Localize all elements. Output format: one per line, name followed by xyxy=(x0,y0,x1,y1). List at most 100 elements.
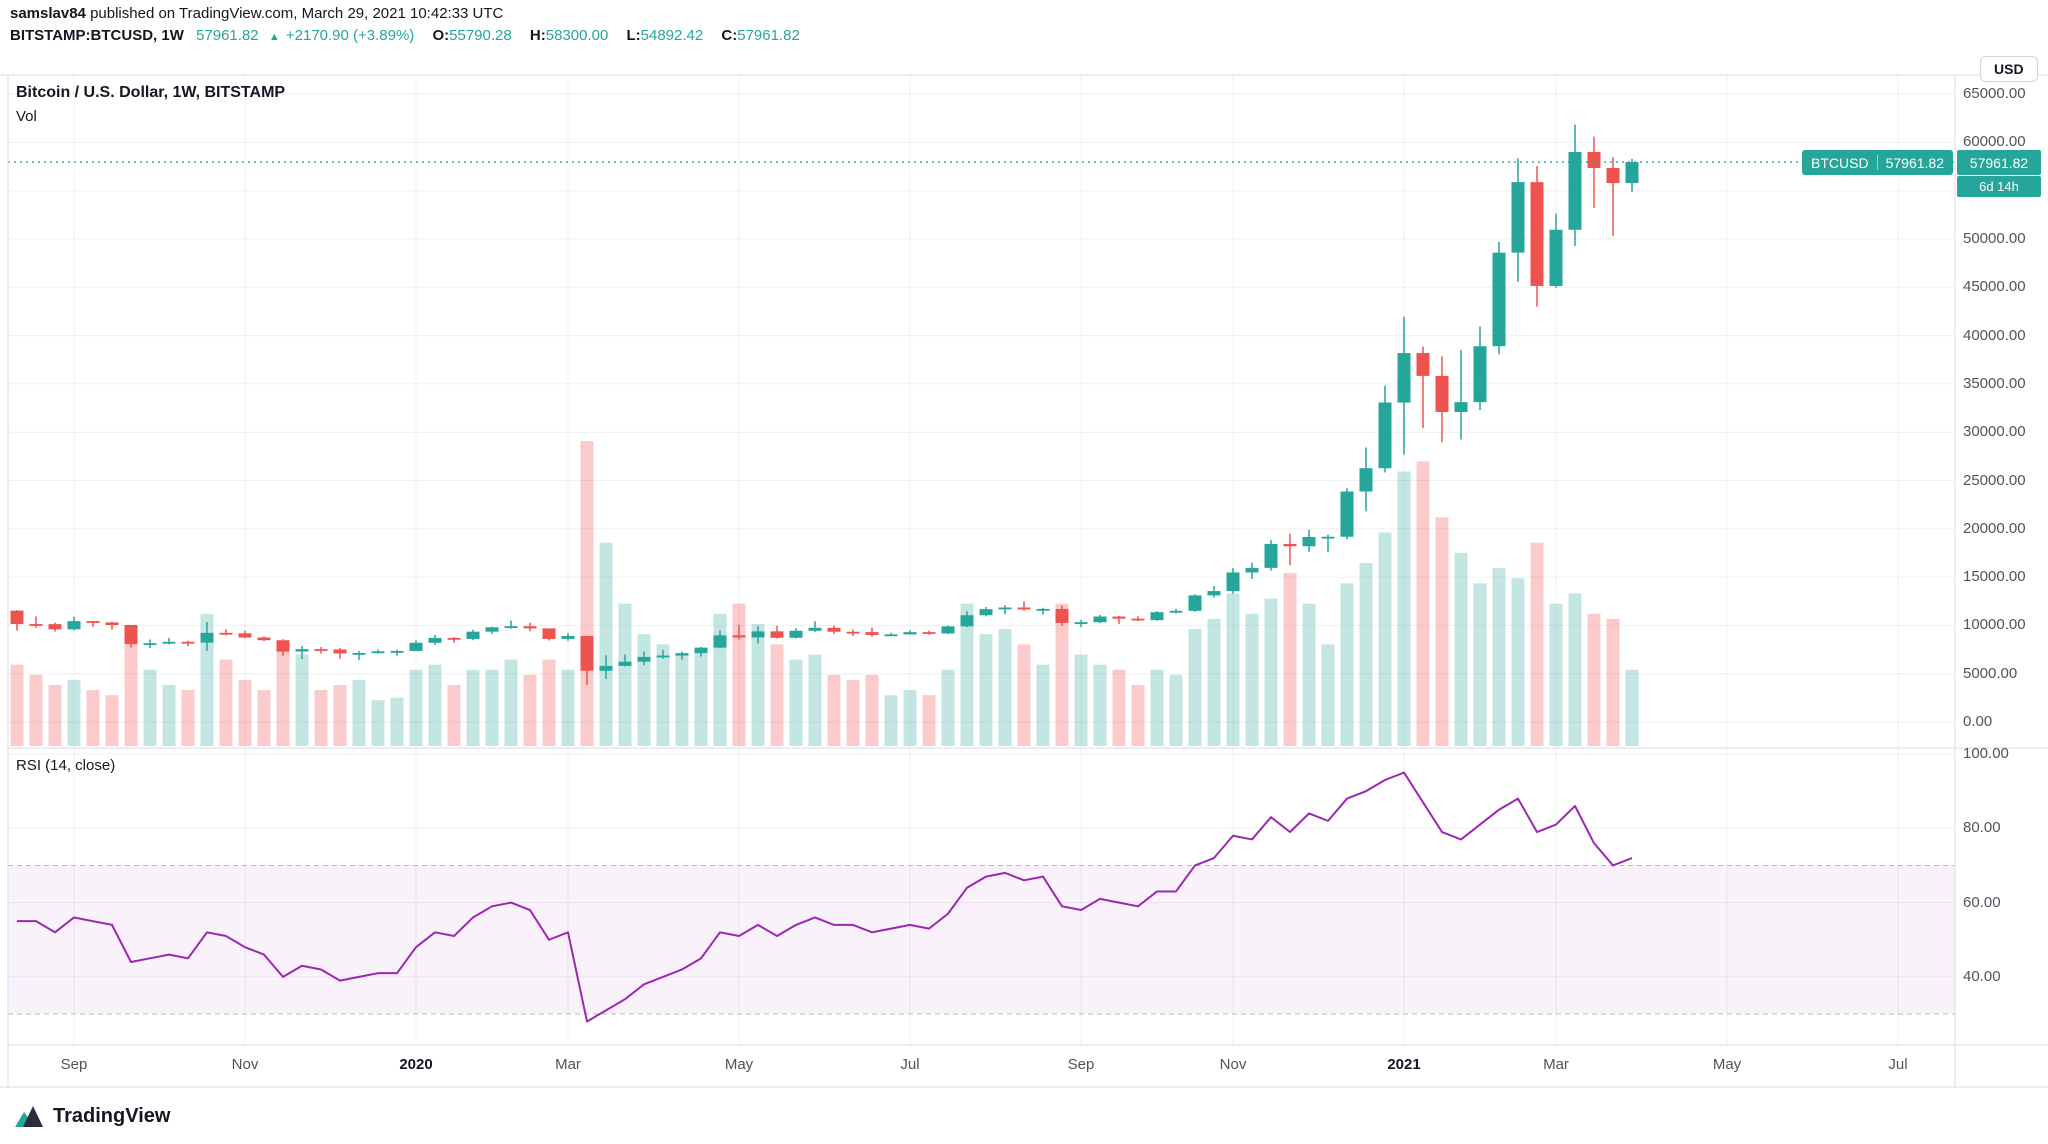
volume-bar xyxy=(1207,618,1221,746)
price-axis-label: 40000.00 xyxy=(1963,326,2026,344)
volume-bar xyxy=(1264,598,1278,746)
candle-body xyxy=(694,647,708,654)
open-label: O: xyxy=(432,27,450,44)
candle-body xyxy=(29,624,43,626)
up-arrow-icon: ▲ xyxy=(268,31,280,43)
volume-bar xyxy=(884,695,898,746)
candle-body xyxy=(1036,608,1050,611)
chart-title: Bitcoin / U.S. Dollar, 1W, BITSTAMP xyxy=(16,84,286,101)
candle-body xyxy=(1454,402,1468,413)
time-axis-label: 2020 xyxy=(399,1056,433,1073)
price-axis-label: 15000.00 xyxy=(1963,568,2026,586)
candle-body xyxy=(200,632,214,643)
candle-body xyxy=(143,643,157,646)
candle-body xyxy=(903,632,917,635)
candle-body xyxy=(314,649,328,651)
volume-bar xyxy=(846,679,860,746)
candle-body xyxy=(409,642,423,651)
symbol-ohlc-line: BITSTAMP:BTCUSD, 1W 57961.82 ▲ +2170.90 … xyxy=(10,26,806,47)
time-axis-label: Mar xyxy=(1543,1056,1569,1073)
time-axis-label: Nov xyxy=(231,1056,259,1073)
volume-bar xyxy=(542,659,556,746)
candle-body xyxy=(884,634,898,637)
candle-body xyxy=(732,635,746,638)
time-axis[interactable]: Sep Nov 2020 Mar May Jul Sep Nov 2021 Mar May Jul xyxy=(0,1045,2048,1087)
candle-body xyxy=(580,635,594,671)
candle-body xyxy=(1416,353,1430,376)
volume-bar xyxy=(276,644,290,746)
volume-bar xyxy=(637,634,651,746)
candle-body xyxy=(1606,167,1620,184)
candle-body xyxy=(447,637,461,640)
footer: TradingView xyxy=(0,1088,2048,1144)
volume-bar xyxy=(599,542,613,746)
price-axis-label: 65000.00 xyxy=(1963,85,2026,103)
candle-body xyxy=(1207,591,1221,596)
volume-bar xyxy=(29,674,43,746)
published-line: samslav84 published on TradingView.com, … xyxy=(10,4,806,24)
volume-bar xyxy=(656,644,670,746)
tradingview-logo[interactable] xyxy=(14,1103,44,1129)
candle-body xyxy=(1226,572,1240,592)
flag-divider xyxy=(1876,155,1878,170)
volume-bar xyxy=(1017,644,1031,746)
series-price-flag: BTCUSD 57961.82 xyxy=(1802,150,1953,175)
candle-body xyxy=(86,621,100,623)
candle-body xyxy=(1530,182,1544,286)
candle-body xyxy=(1112,616,1126,619)
volume-bar xyxy=(124,629,138,746)
candle-body xyxy=(1245,567,1259,573)
candle-body xyxy=(1017,607,1031,610)
volume-bar xyxy=(1568,593,1582,746)
volume-bar xyxy=(751,624,765,746)
volume-bar xyxy=(1359,563,1373,746)
candle-body xyxy=(713,635,727,648)
volume-bar xyxy=(1036,664,1050,746)
price-axis-label: 0.00 xyxy=(1963,713,1993,730)
volume-bar xyxy=(1511,578,1525,746)
candle-body xyxy=(1055,608,1069,623)
volume-bar xyxy=(314,690,328,746)
candle-body xyxy=(1302,536,1316,547)
volume-bar xyxy=(219,659,233,746)
close-label: C: xyxy=(721,27,738,44)
volume-bar xyxy=(485,669,499,746)
volume-bar xyxy=(618,603,632,746)
volume-bar xyxy=(808,654,822,746)
candle-body xyxy=(789,630,803,638)
volume-bar xyxy=(827,674,841,746)
volume-bar xyxy=(732,603,746,746)
time-axis-label: Mar xyxy=(555,1056,581,1073)
candle-body xyxy=(1359,468,1373,492)
volume-bar xyxy=(941,669,955,746)
volume-bar xyxy=(903,690,917,746)
candle-body xyxy=(1321,536,1335,539)
open-value: 55790.28 xyxy=(449,27,512,44)
price-axis-label: 35000.00 xyxy=(1963,374,2026,392)
candle-body xyxy=(599,665,613,671)
volume-bar xyxy=(67,679,81,746)
currency-usd-button[interactable]: USD xyxy=(1980,56,2038,82)
volume-bar xyxy=(865,674,879,746)
volume-bar xyxy=(1321,644,1335,746)
volume-bar xyxy=(1283,573,1297,746)
candle-body xyxy=(1188,595,1202,611)
volume-bar xyxy=(789,659,803,746)
candle-body xyxy=(808,627,822,631)
series-price-flag-symbol: BTCUSD xyxy=(1811,154,1869,171)
volume-bar xyxy=(1587,613,1601,746)
candle-body xyxy=(542,628,556,639)
candle-body xyxy=(770,631,784,638)
volume-bar xyxy=(1169,674,1183,746)
rsi-axis-label: 60.00 xyxy=(1963,893,2001,911)
candle-body xyxy=(1340,491,1354,537)
price-axis-label: 25000.00 xyxy=(1963,471,2026,489)
candle-body xyxy=(1435,375,1449,413)
candle-body xyxy=(1264,543,1278,568)
volume-bar xyxy=(1131,685,1145,746)
volume-bar xyxy=(1074,654,1088,746)
volume-bar xyxy=(200,613,214,746)
volume-bar xyxy=(1150,669,1164,746)
